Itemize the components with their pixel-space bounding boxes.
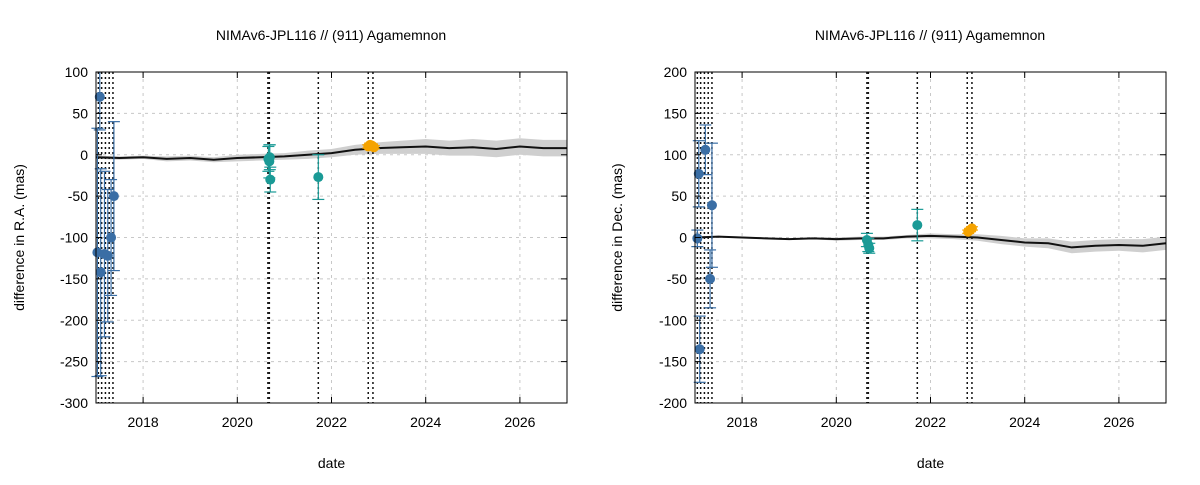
x-tick-label: 2022 <box>915 414 946 430</box>
data-point <box>264 152 275 163</box>
y-tick-label: -150 <box>60 271 88 287</box>
y-tick-label: 50 <box>671 188 687 204</box>
y-axis-label: difference in Dec. (mas) <box>609 163 625 311</box>
y-axis-label: difference in R.A. (mas) <box>11 164 27 311</box>
data-point <box>705 273 716 284</box>
x-tick-label: 2018 <box>727 414 758 430</box>
y-tick-label: 100 <box>65 64 89 80</box>
data-point <box>313 172 324 183</box>
y-tick-label: -200 <box>659 395 687 411</box>
y-tick-label: -300 <box>60 395 88 411</box>
data-point <box>912 220 923 231</box>
data-point <box>94 91 105 102</box>
model-uncertainty-band <box>96 138 567 163</box>
model-line <box>694 234 1167 249</box>
x-tick-label: 2018 <box>128 414 159 430</box>
data-point <box>265 174 276 185</box>
y-tick-label: -50 <box>68 188 88 204</box>
x-tick-label: 2024 <box>1009 414 1040 430</box>
data-point <box>108 191 119 202</box>
x-tick-label: 2026 <box>504 414 535 430</box>
data-point <box>966 223 977 234</box>
chart-panel-2: NIMAv6-JPL116 // (911) Agamemnon -200 -150… <box>609 27 1167 471</box>
x-axis-label: date <box>318 455 345 471</box>
data-point <box>706 200 717 211</box>
data-point <box>102 250 113 261</box>
data-point <box>692 233 703 244</box>
y-tick-label: -150 <box>659 354 687 370</box>
y-tick-label: 50 <box>72 105 88 121</box>
y-tick-label: -200 <box>60 312 88 328</box>
y-tick-label: 200 <box>664 64 688 80</box>
y-tick-label: 150 <box>664 105 688 121</box>
data-point <box>700 144 711 155</box>
x-tick-label: 2020 <box>821 414 852 430</box>
x-tick-label: 2024 <box>410 414 441 430</box>
data-point <box>106 232 117 243</box>
x-tick-label: 2022 <box>316 414 347 430</box>
y-tick-label: -250 <box>60 354 88 370</box>
y-tick-label: -100 <box>659 312 687 328</box>
x-tick-label: 2020 <box>222 414 253 430</box>
data-point <box>95 267 106 278</box>
data-point <box>694 344 705 355</box>
chart-title: NIMAv6-JPL116 // (911) Agamemnon <box>216 27 446 43</box>
chart-title: NIMAv6-JPL116 // (911) Agamemnon <box>815 27 1045 43</box>
model-line <box>95 145 567 161</box>
x-axis-label: date <box>917 455 944 471</box>
y-tick-label: 0 <box>80 147 88 163</box>
y-tick-label: 0 <box>679 230 687 246</box>
y-tick-label: -50 <box>667 271 687 287</box>
x-tick-label: 2026 <box>1103 414 1134 430</box>
data-point <box>864 243 875 254</box>
data-point <box>368 142 379 153</box>
data-point <box>693 168 704 179</box>
chart-panel-1: NIMAv6-JPL116 // (911) Agamemnon -300 -250… <box>11 27 568 471</box>
y-tick-label: 100 <box>664 147 688 163</box>
y-tick-label: -100 <box>60 230 88 246</box>
